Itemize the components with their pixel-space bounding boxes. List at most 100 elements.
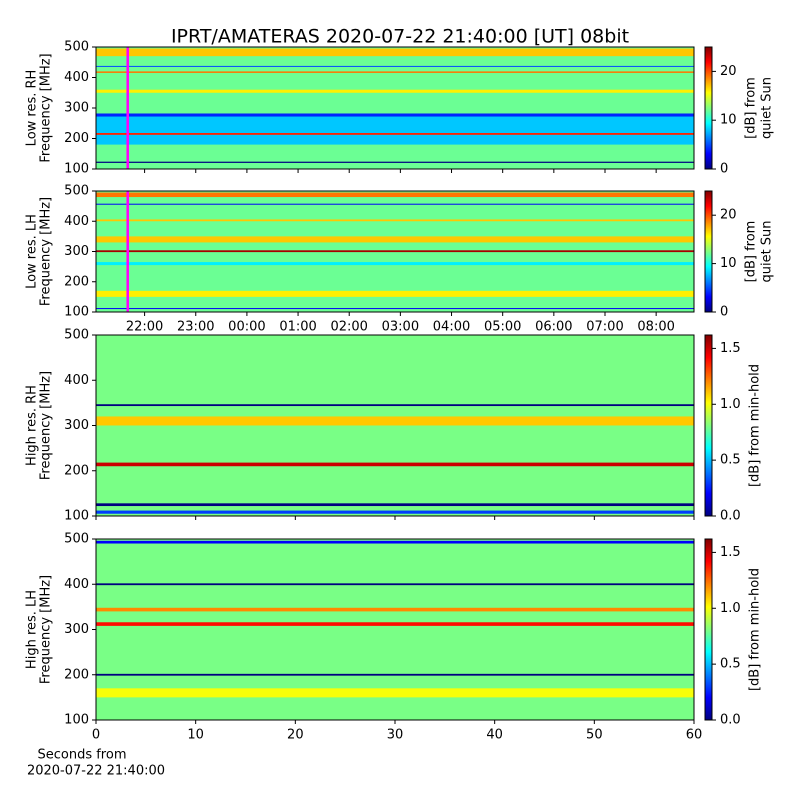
heatmap-band (96, 203, 694, 205)
heatmap-band (96, 290, 694, 297)
colorbar (704, 334, 713, 517)
x-tick-label: 02:00 (330, 320, 367, 335)
colorbar-tick-label: 0.0 (720, 509, 741, 524)
figure-title: IPRT/AMATERAS 2020-07-22 21:40:00 [UT] 0… (171, 26, 629, 48)
colorbar (704, 538, 713, 721)
heatmap-band (96, 622, 694, 626)
heatmap-band (96, 219, 694, 222)
x-tick-label: 03:00 (382, 320, 419, 335)
y-tick-label: 300 (64, 244, 89, 259)
x-tick-label: 00:00 (228, 320, 265, 335)
y-tick-label: 100 (64, 509, 89, 524)
y-tick-label: 500 (64, 184, 89, 199)
heatmap-band (96, 404, 694, 407)
heatmap-band (96, 133, 694, 135)
heatmap-band (96, 236, 694, 243)
heatmap-band (96, 510, 694, 514)
heatmap-band (96, 65, 694, 67)
y-tick-label: 300 (64, 418, 89, 433)
x-tick-label: 10 (187, 728, 204, 743)
colorbar-tick-label: 20 (720, 208, 737, 223)
colorbar-tick-label: 1.5 (720, 341, 741, 356)
colorbar-label: quiet Sun (760, 220, 775, 282)
y-axis-label: Low res. RH (25, 70, 40, 147)
x-tick-label: 04:00 (433, 320, 470, 335)
x-tick-label: 30 (387, 728, 404, 743)
y-tick-label: 300 (64, 101, 89, 116)
x-axis-label: 2020-07-22 21:40:00 (27, 764, 165, 779)
y-tick-label: 500 (64, 532, 89, 547)
colorbar-label: [dB] from min-hold (748, 364, 763, 487)
y-tick-label: 100 (64, 305, 89, 320)
colorbar-tick-label: 0.5 (720, 657, 741, 672)
x-tick-label: 60 (686, 728, 703, 743)
y-axis-label: High res. RH (25, 385, 40, 466)
y-tick-label: 200 (64, 667, 89, 682)
colorbar-tick-label: 10 (720, 113, 737, 128)
y-axis-label: Frequency [MHz] (39, 371, 54, 480)
x-tick-label: 07:00 (586, 320, 623, 335)
y-axis-label: Frequency [MHz] (39, 575, 54, 684)
colorbar-tick-label: 1.0 (720, 397, 741, 412)
y-axis-label: Low res. LH (25, 214, 40, 289)
heatmap-band (96, 89, 694, 93)
x-tick-label: 40 (486, 728, 503, 743)
colorbar-tick-label: 1.5 (720, 545, 741, 560)
colorbar-tick-label: 20 (720, 64, 737, 79)
x-tick-label: 06:00 (535, 320, 572, 335)
heatmap-band (96, 308, 694, 310)
y-tick-label: 500 (64, 40, 89, 55)
x-tick-label: 50 (586, 728, 603, 743)
colorbar-tick-label: 0 (720, 305, 728, 320)
x-tick-label: 01:00 (279, 320, 316, 335)
heatmap-band (96, 583, 694, 586)
heatmap-band (96, 540, 694, 544)
heatmap-band (96, 71, 694, 73)
colorbar (704, 46, 713, 170)
heatmap-band (96, 688, 694, 698)
x-axis-label: Seconds from (37, 748, 126, 763)
heatmap-band (96, 607, 694, 612)
colorbar-label: [dB] from min-hold (748, 568, 763, 691)
y-tick-label: 200 (64, 131, 89, 146)
x-tick-label: 05:00 (484, 320, 521, 335)
colorbar-tick-label: 0 (720, 162, 728, 177)
heatmap-band (96, 262, 694, 266)
x-tick-label: 0 (92, 728, 100, 743)
y-tick-label: 400 (64, 577, 89, 592)
y-axis-label: Frequency [MHz] (39, 197, 54, 306)
x-tick-label: 22:00 (126, 320, 163, 335)
y-tick-label: 400 (64, 373, 89, 388)
heatmap-band (96, 462, 694, 467)
heatmap-band (96, 48, 694, 57)
heatmap-band (96, 192, 694, 198)
heatmap-band (96, 113, 694, 117)
colorbar-tick-label: 0.5 (720, 453, 741, 468)
heatmap-base (96, 47, 694, 169)
y-tick-label: 100 (64, 713, 89, 728)
y-tick-label: 300 (64, 622, 89, 637)
y-axis-label: Frequency [MHz] (39, 53, 54, 162)
y-axis-label: High res. LH (25, 590, 40, 669)
heatmap-band (96, 673, 694, 676)
y-tick-label: 200 (64, 463, 89, 478)
y-tick-label: 100 (64, 162, 89, 177)
heatmap-band (96, 114, 694, 145)
colorbar (704, 190, 713, 313)
heatmap-band (96, 250, 694, 253)
x-tick-label: 20 (287, 728, 304, 743)
colorbar-label: [dB] from (744, 77, 759, 139)
colorbar-tick-label: 1.0 (720, 601, 741, 616)
heatmap-band (96, 503, 694, 507)
x-tick-label: 08:00 (637, 320, 674, 335)
y-tick-label: 200 (64, 274, 89, 289)
heatmap-band (96, 161, 694, 163)
y-tick-label: 400 (64, 70, 89, 85)
colorbar-tick-label: 0.0 (720, 713, 741, 728)
x-tick-label: 23:00 (177, 320, 214, 335)
colorbar-label: [dB] from (744, 221, 759, 283)
colorbar-label: quiet Sun (760, 77, 775, 139)
heatmap-band (96, 416, 694, 426)
y-tick-label: 400 (64, 214, 89, 229)
